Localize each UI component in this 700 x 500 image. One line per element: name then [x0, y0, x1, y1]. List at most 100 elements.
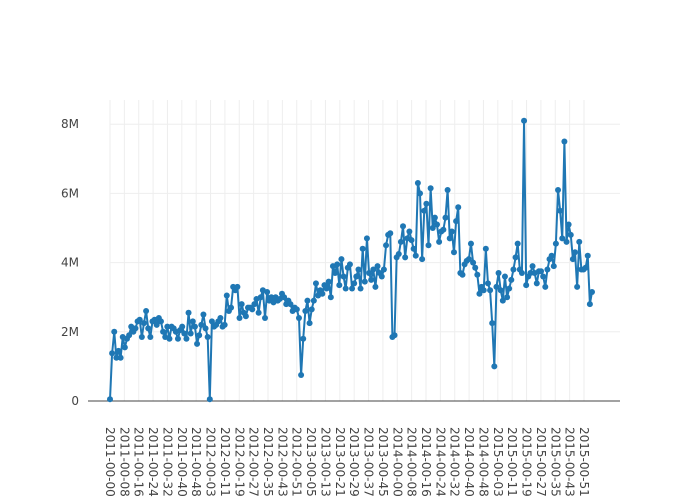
series-layer	[107, 117, 595, 403]
data-point	[217, 314, 224, 321]
data-point	[470, 259, 477, 266]
data-point	[268, 294, 275, 301]
data-point	[446, 235, 453, 242]
data-point	[412, 252, 419, 259]
x-tick-label: 2013-00-13	[318, 427, 332, 497]
data-point	[264, 289, 271, 296]
y-tick-label: 8M	[61, 117, 79, 131]
data-point	[427, 185, 434, 192]
data-point	[372, 283, 379, 290]
data-point	[565, 221, 572, 228]
data-point	[552, 240, 559, 247]
data-point	[198, 321, 205, 328]
data-point	[550, 263, 557, 270]
data-point	[332, 269, 339, 276]
data-point	[482, 245, 489, 252]
data-point	[569, 256, 576, 263]
data-point	[518, 269, 525, 276]
x-tick-label: 2014-00-08	[405, 427, 419, 497]
x-tick-label: 2015-00-27	[534, 427, 548, 497]
x-tick-label: 2015-00-35	[548, 427, 562, 497]
data-point	[132, 325, 139, 332]
data-point	[342, 285, 349, 292]
data-point	[304, 297, 311, 304]
data-point	[147, 333, 154, 340]
data-point	[363, 235, 370, 242]
data-point	[538, 268, 545, 275]
data-point	[312, 280, 319, 287]
data-point	[308, 306, 315, 313]
data-point	[255, 309, 262, 316]
data-point	[501, 273, 508, 280]
data-point	[527, 269, 534, 276]
y-tick-label: 2M	[61, 325, 79, 339]
x-tick-label: 2013-00-45	[376, 427, 390, 497]
data-point	[491, 363, 498, 370]
data-point	[584, 252, 591, 259]
data-point	[406, 228, 413, 235]
data-point	[542, 283, 549, 290]
data-point	[121, 344, 128, 351]
data-point	[361, 278, 368, 285]
data-point	[444, 186, 451, 193]
data-point	[431, 214, 438, 221]
data-point	[487, 287, 494, 294]
x-tick-label: 2014-00-16	[419, 427, 433, 497]
data-point	[183, 335, 190, 342]
data-point	[548, 252, 555, 259]
x-tick-label: 2015-00-03	[491, 427, 505, 497]
x-tick-label: 2013-00-05	[304, 427, 318, 497]
data-point	[448, 228, 455, 235]
data-point	[191, 323, 198, 330]
data-point	[223, 292, 230, 299]
data-point	[504, 294, 511, 301]
data-point	[559, 235, 566, 242]
x-tick-label: 2013-00-29	[347, 427, 361, 497]
data-point	[174, 335, 181, 342]
x-tick-label: 2014-00-40	[462, 427, 476, 497]
data-point	[497, 287, 504, 294]
data-point	[370, 266, 377, 273]
x-tick-label: 2015-00-11	[505, 427, 519, 497]
data-point	[476, 290, 483, 297]
data-point	[440, 226, 447, 233]
data-point	[166, 335, 173, 342]
y-tick-label: 4M	[61, 256, 79, 270]
data-point	[374, 263, 381, 270]
data-point	[465, 256, 472, 263]
data-point	[489, 320, 496, 327]
data-point	[338, 256, 345, 263]
data-point	[474, 271, 481, 278]
data-point	[257, 294, 264, 301]
data-point	[187, 330, 194, 337]
data-point	[425, 242, 432, 249]
data-point	[306, 320, 313, 327]
y-axis-tick-labels: 0 2M 4M 6M 8M	[61, 117, 79, 408]
data-point	[387, 230, 394, 237]
data-point	[434, 221, 440, 228]
data-point	[383, 242, 390, 249]
data-point	[287, 301, 294, 308]
data-point	[251, 301, 258, 308]
data-point	[450, 249, 457, 256]
data-point	[109, 350, 116, 357]
data-point	[293, 306, 300, 313]
data-point	[204, 333, 211, 340]
data-point	[238, 301, 245, 308]
x-tick-label: 2011-00-48	[189, 427, 203, 497]
x-tick-label: 2012-00-03	[204, 427, 218, 497]
x-tick-label: 2011-00-16	[132, 427, 146, 497]
data-point	[157, 318, 164, 325]
data-point	[138, 333, 145, 340]
data-point	[249, 306, 256, 313]
data-point	[113, 354, 120, 361]
data-point	[453, 218, 460, 225]
data-point	[153, 321, 160, 328]
data-point	[228, 304, 235, 311]
y-tick-label: 0	[71, 394, 79, 408]
x-tick-label: 2015-00-19	[520, 427, 534, 497]
data-point	[421, 207, 428, 214]
data-point	[395, 250, 402, 257]
data-point	[495, 269, 502, 276]
data-point	[327, 294, 334, 301]
